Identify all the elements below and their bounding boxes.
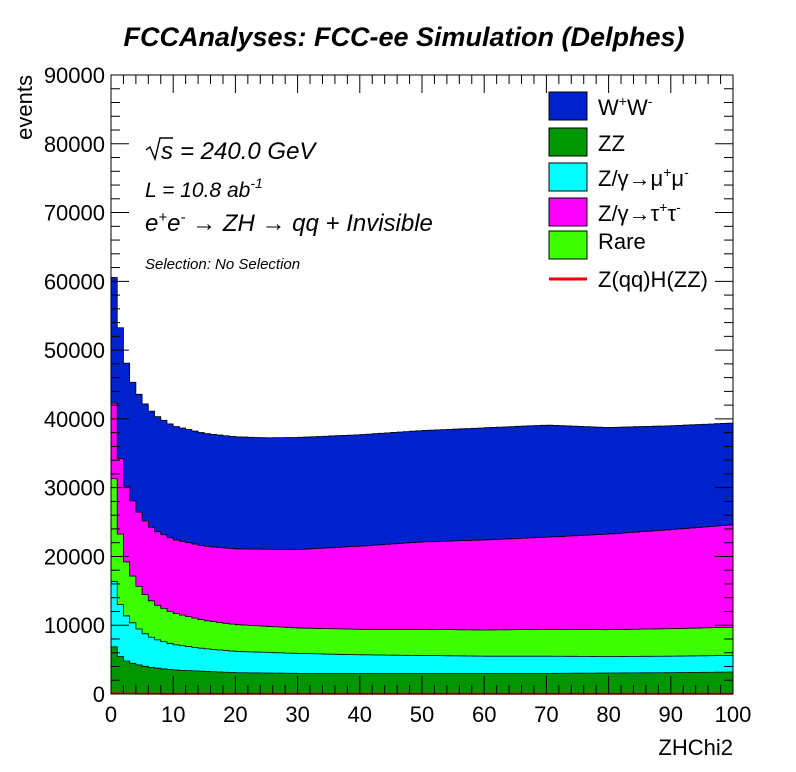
x-tick-label: 0 bbox=[105, 702, 117, 727]
y-tick-label: 90000 bbox=[44, 63, 105, 88]
x-tick-label: 20 bbox=[223, 702, 247, 727]
y-axis-label: events bbox=[12, 75, 37, 140]
legend-swatch-zz bbox=[548, 127, 588, 157]
x-tick-label: 90 bbox=[659, 702, 683, 727]
y-tick-label: 0 bbox=[93, 682, 105, 707]
y-tick-label: 20000 bbox=[44, 544, 105, 569]
legend-label-zz: ZZ bbox=[598, 131, 625, 156]
x-tick-label: 30 bbox=[285, 702, 309, 727]
stack-area-zz bbox=[110, 646, 734, 695]
legend-swatch-ztautau bbox=[548, 197, 588, 227]
luminosity-annotation: L = 10.8 ab-1 bbox=[145, 175, 263, 202]
y-tick-label: 80000 bbox=[44, 132, 105, 157]
process-e-plus: e bbox=[145, 210, 158, 237]
stack-area-rare bbox=[110, 478, 734, 695]
selection-annotation: Selection: No Selection bbox=[145, 256, 300, 273]
y-tick-label: 60000 bbox=[44, 269, 105, 294]
sqrt-s-variable: s bbox=[161, 138, 173, 165]
ticks-layer: 0 10 20 30 40 50 60 70 80 90 100 0 10000 20000 30000 40… bbox=[44, 63, 752, 727]
legend-swatch-rare bbox=[548, 230, 588, 260]
lumi-exponent: -1 bbox=[250, 175, 262, 191]
y-tick-label: 40000 bbox=[44, 407, 105, 432]
y-tick-label: 10000 bbox=[44, 613, 105, 638]
stack-area-z- bbox=[110, 402, 734, 695]
chart-title: FCCAnalyses: FCC-ee Simulation (Delphes) bbox=[123, 22, 684, 52]
legend-label-signal: Z(qq)H(ZZ) bbox=[598, 267, 708, 292]
legend-swatch-ww bbox=[548, 91, 588, 121]
y-tick-label: 50000 bbox=[44, 338, 105, 363]
sqrt-symbol bbox=[145, 137, 173, 162]
legend: W+W- ZZ Z/γ→μ+μ- Z/γ→τ+τ- Rare Z(qq)H(ZZ… bbox=[548, 91, 708, 292]
y-tick-label: 30000 bbox=[44, 476, 105, 501]
legend-label-rare: Rare bbox=[598, 229, 646, 254]
x-tick-label: 100 bbox=[715, 702, 752, 727]
y-tick-label: 70000 bbox=[44, 201, 105, 226]
x-tick-label: 10 bbox=[161, 702, 185, 727]
x-tick-label: 50 bbox=[410, 702, 434, 727]
sqrt-s-value: = 240.0 GeV bbox=[180, 138, 317, 165]
legend-label-ztautau: Z/γ→τ+τ- bbox=[598, 199, 681, 226]
x-axis-label: ZHChi2 bbox=[658, 735, 733, 760]
process-annotation: e+e- → ZH → qq + Invisible bbox=[145, 209, 433, 237]
stack-area-z- bbox=[110, 581, 734, 695]
stack-layer bbox=[110, 277, 734, 695]
x-tick-label: 40 bbox=[348, 702, 372, 727]
lumi-value: L = 10.8 ab bbox=[145, 179, 251, 202]
legend-label-zmumu: Z/γ→μ+μ- bbox=[598, 164, 689, 191]
annotation-sqrt-s: s = 240.0 GeV bbox=[145, 137, 317, 165]
plot-frame bbox=[110, 74, 734, 695]
x-tick-label: 70 bbox=[534, 702, 558, 727]
x-tick-label: 80 bbox=[596, 702, 620, 727]
x-tick-label: 60 bbox=[472, 702, 496, 727]
legend-swatch-zmumu bbox=[548, 162, 588, 192]
